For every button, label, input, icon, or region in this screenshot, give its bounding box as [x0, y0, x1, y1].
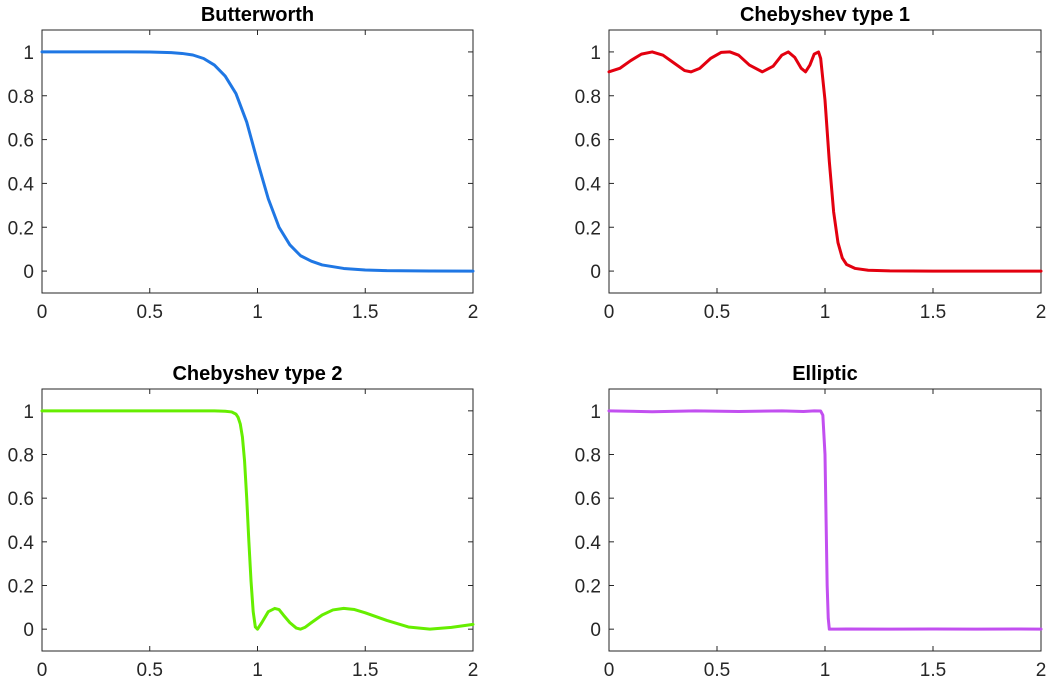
y-tick-label: 0.4	[575, 174, 602, 195]
x-tick-label: 0	[604, 660, 615, 681]
y-tick-label: 1	[23, 43, 34, 64]
chart-title-1: Butterworth	[201, 4, 314, 26]
y-tick-label: 0.2	[575, 577, 601, 598]
x-tick-label: 0	[604, 302, 615, 323]
x-tick-label: 0.5	[137, 302, 163, 323]
x-tick-label: 1.5	[920, 660, 946, 681]
x-tick-label: 1	[820, 660, 831, 681]
y-tick-label: 0.8	[8, 446, 34, 467]
x-tick-label: 1	[252, 302, 263, 323]
x-tick-label: 1.5	[352, 660, 378, 681]
y-tick-label: 0	[590, 262, 601, 283]
x-tick-label: 1	[252, 660, 263, 681]
x-tick-label: 0.5	[137, 660, 163, 681]
y-tick-label: 0.2	[575, 218, 601, 239]
chart-title-3: Chebyshev type 2	[172, 363, 342, 385]
y-tick-label: 0.6	[8, 489, 34, 510]
x-tick-label: 2	[1036, 302, 1047, 323]
x-tick-label: 1	[820, 302, 831, 323]
y-tick-label: 0.8	[8, 87, 34, 108]
y-tick-label: 0.4	[575, 533, 602, 554]
y-tick-label: 0	[590, 620, 601, 641]
y-tick-label: 0.2	[8, 577, 34, 598]
y-tick-label: 0.8	[575, 87, 601, 108]
y-tick-label: 1	[590, 402, 601, 423]
axes-box-2	[608, 29, 1042, 294]
y-tick-label: 0	[23, 262, 34, 283]
y-tick-label: 0.2	[8, 218, 34, 239]
chart-title-2: Chebyshev type 1	[740, 4, 910, 26]
x-tick-label: 2	[468, 302, 479, 323]
y-tick-label: 0.4	[8, 174, 35, 195]
y-tick-label: 0.4	[8, 533, 35, 554]
y-tick-label: 1	[590, 43, 601, 64]
y-tick-label: 0.8	[575, 446, 601, 467]
subplot-2: Chebyshev type 1 0 0.5 1 1.5 2 0 0.2 0.4 0.6 0.8 1	[575, 4, 1047, 323]
series-line-4	[607, 409, 1043, 631]
x-tick-label: 0.5	[704, 660, 730, 681]
y-tick-label: 1	[23, 402, 34, 423]
y-tick-label: 0.6	[8, 131, 34, 152]
series-line-3	[40, 409, 475, 631]
subplot-3: Chebyshev type 2 0 0.5 1 1.5 2 0 0.2 0.4 0.6 0.8 1	[8, 363, 479, 681]
y-tick-label: 0	[23, 620, 34, 641]
y-tick-label: 0.6	[575, 131, 601, 152]
chart-title-4: Elliptic	[792, 363, 858, 385]
x-tick-label: 2	[1036, 660, 1047, 681]
series-line-1	[40, 50, 475, 273]
x-tick-label: 1.5	[920, 302, 946, 323]
x-tick-label: 0	[37, 302, 48, 323]
x-tick-label: 2	[468, 660, 479, 681]
series-line-2	[607, 50, 1043, 273]
axes-box-3	[41, 388, 474, 652]
x-tick-label: 0	[37, 660, 48, 681]
x-tick-label: 0.5	[704, 302, 730, 323]
x-tick-label: 1.5	[352, 302, 378, 323]
subplot-4: Elliptic 0 0.5 1 1.5 2 0 0.2 0.4 0.6 0.8 1	[575, 363, 1047, 681]
y-tick-label: 0.6	[575, 489, 601, 510]
subplot-1: Butterworth 0 0.5 1 1.5 2 0 0.2 0.4 0.6 0.8 1	[8, 4, 479, 323]
